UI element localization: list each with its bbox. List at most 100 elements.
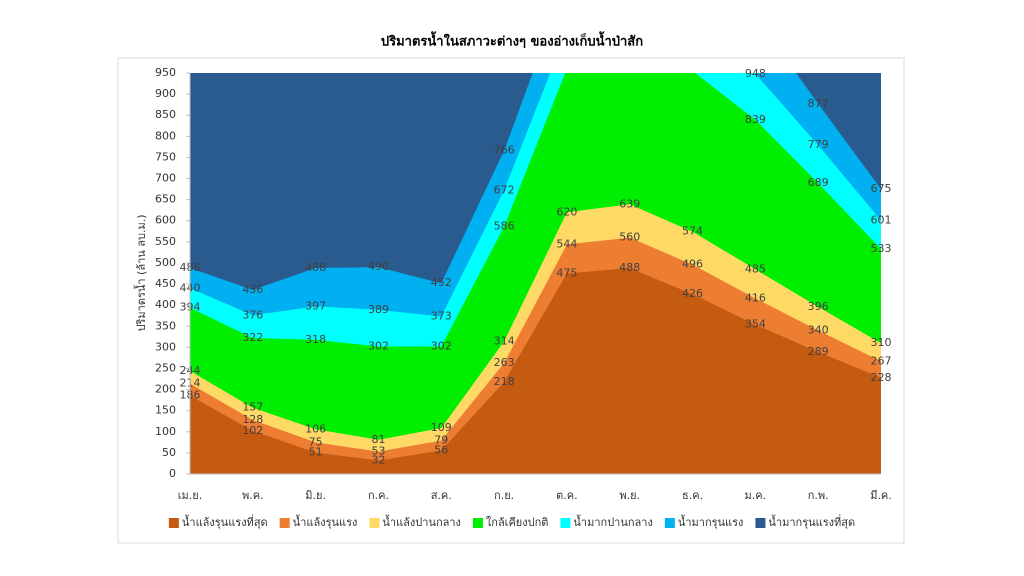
y-tick-label: 500 xyxy=(155,256,176,269)
legend-item: น้ำมากรุนแรง xyxy=(664,514,744,529)
data-label: 218 xyxy=(494,375,515,388)
data-label: 416 xyxy=(745,291,766,304)
data-label: 426 xyxy=(682,287,703,300)
data-label: 544 xyxy=(556,237,577,250)
x-tick-label: พ.ย. xyxy=(619,489,640,502)
data-label: 322 xyxy=(242,331,263,344)
data-label: 766 xyxy=(494,144,515,157)
data-label: 157 xyxy=(242,401,263,414)
x-tick-label: ต.ค. xyxy=(556,489,578,502)
data-label: 574 xyxy=(682,225,703,238)
y-tick-label: 900 xyxy=(155,87,176,100)
data-label: 485 xyxy=(745,262,766,275)
x-tick-label: ธ.ค. xyxy=(682,489,703,502)
legend-item: น้ำแล้งปานกลาง xyxy=(369,514,461,529)
data-label: 396 xyxy=(808,300,829,313)
data-label: 318 xyxy=(305,333,326,346)
legend-swatch xyxy=(755,518,766,528)
legend-label: ใกล้เคียงปกติ xyxy=(486,516,549,529)
y-tick-label: 700 xyxy=(155,172,176,185)
data-label: 488 xyxy=(305,261,326,274)
data-label: 53 xyxy=(371,445,385,458)
data-label: 302 xyxy=(431,340,452,353)
data-label: 302 xyxy=(368,340,389,353)
y-tick-label: 600 xyxy=(155,214,176,227)
y-axis-label: ปริมาตรน้ำ (ล้าน ลบ.ม.) xyxy=(133,214,148,331)
y-tick-label: 200 xyxy=(155,383,176,396)
y-tick-label: 650 xyxy=(155,193,176,206)
x-tick-label: มี.ค. xyxy=(870,489,892,502)
legend-label: น้ำมากปานกลาง xyxy=(573,514,652,529)
data-label: 452 xyxy=(431,276,452,289)
data-label: 56 xyxy=(434,443,448,456)
legend-swatch xyxy=(664,518,675,528)
data-label: 948 xyxy=(745,67,766,80)
data-label: 560 xyxy=(619,231,640,244)
legend-label: น้ำมากรุนแรงที่สุด xyxy=(768,514,855,529)
legend-swatch xyxy=(168,518,179,528)
y-tick-label: 400 xyxy=(155,298,176,311)
legend-label: น้ำแล้งรุนแรง xyxy=(293,514,358,529)
data-label: 490 xyxy=(368,260,389,273)
legend-item: น้ำแล้งรุนแรง xyxy=(279,514,358,529)
y-tick-label: 150 xyxy=(155,404,176,417)
x-tick-label: ก.ค. xyxy=(368,489,389,502)
data-label: 689 xyxy=(808,176,829,189)
x-tick-label: ก.พ. xyxy=(808,489,829,502)
data-label: 436 xyxy=(242,283,263,296)
data-label: 354 xyxy=(745,318,766,331)
data-label: 672 xyxy=(494,183,515,196)
data-label: 376 xyxy=(242,308,263,321)
legend-item: ใกล้เคียงปกติ xyxy=(472,516,549,529)
data-label: 75 xyxy=(309,435,323,448)
data-label: 310 xyxy=(871,336,892,349)
chart-title: ปริมาตรน้ำในสภาวะต่างๆ ของอ่างเก็บน้ำป่า… xyxy=(381,31,643,50)
legend-swatch xyxy=(369,518,380,528)
data-label: 79 xyxy=(434,434,448,447)
data-label: 81 xyxy=(371,433,385,446)
data-label: 533 xyxy=(871,242,892,255)
x-tick-label: ก.ย. xyxy=(494,489,514,502)
data-label: 586 xyxy=(494,220,515,233)
data-label: 601 xyxy=(871,213,892,226)
legend-item: น้ำมากรุนแรงที่สุด xyxy=(755,514,855,529)
data-label: 373 xyxy=(431,310,452,323)
plot-area xyxy=(190,73,881,474)
legend-swatch xyxy=(472,518,483,528)
y-tick-label: 50 xyxy=(162,446,176,459)
data-label: 779 xyxy=(808,138,829,151)
data-label: 106 xyxy=(305,422,326,435)
x-tick-label: มิ.ย. xyxy=(305,489,326,502)
data-label: 314 xyxy=(494,334,515,347)
data-label: 102 xyxy=(242,424,263,437)
legend-item: น้ำมากปานกลาง xyxy=(560,514,653,529)
data-label: 675 xyxy=(871,182,892,195)
legend-label: น้ำแล้งปานกลาง xyxy=(382,514,461,529)
data-label: 496 xyxy=(682,258,703,271)
x-tick-label: ม.ค. xyxy=(745,489,767,502)
data-label: 128 xyxy=(242,413,263,426)
y-tick-label: 850 xyxy=(155,108,176,121)
data-label: 267 xyxy=(871,354,892,367)
data-label: 839 xyxy=(745,113,766,126)
legend-item: น้ำแล้งรุนแรงที่สุด xyxy=(168,514,268,529)
x-tick-label: ส.ค. xyxy=(431,489,452,502)
legend-swatch xyxy=(279,518,290,528)
legend-label: น้ำมากรุนแรง xyxy=(678,514,744,529)
area xyxy=(190,268,881,474)
y-tick-label: 0 xyxy=(169,467,176,480)
x-tick-label: เม.ย. xyxy=(178,489,202,502)
data-label: 228 xyxy=(871,371,892,384)
data-label: 397 xyxy=(305,299,326,312)
data-label: 620 xyxy=(556,205,577,218)
data-label: 475 xyxy=(556,267,577,280)
y-tick-label: 800 xyxy=(155,129,176,142)
y-tick-label: 750 xyxy=(155,150,176,163)
x-tick-label: พ.ค. xyxy=(242,489,264,502)
data-label: 639 xyxy=(619,197,640,210)
data-label: 263 xyxy=(494,356,515,369)
data-label: 877 xyxy=(808,97,829,110)
data-label: 289 xyxy=(808,345,829,358)
